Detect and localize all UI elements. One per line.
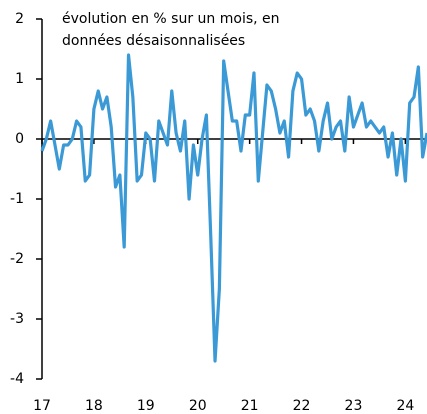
x-tick-label: 17 (33, 398, 51, 414)
x-tick-label: 21 (241, 398, 259, 414)
y-tick-label: -2 (10, 251, 24, 267)
x-tick-label: 20 (189, 398, 207, 414)
y-tick-label: -1 (10, 191, 24, 207)
y-tick-label: 2 (15, 11, 24, 27)
data-line (40, 53, 427, 363)
annotation: évolution en % sur un mois, en (62, 11, 280, 27)
y-tick-label: 0 (15, 131, 24, 147)
x-tick-label: 22 (293, 398, 311, 414)
annotation: données désaisonnalisées (62, 33, 245, 49)
x-tick-label: 24 (396, 398, 414, 414)
x-tick-label: 19 (137, 398, 155, 414)
y-tick-label: -4 (10, 371, 24, 387)
x-tick-label: 18 (85, 398, 103, 414)
y-tick-label: -3 (10, 311, 24, 327)
y-tick-label: 1 (15, 71, 24, 87)
x-tick-label: 23 (345, 398, 363, 414)
